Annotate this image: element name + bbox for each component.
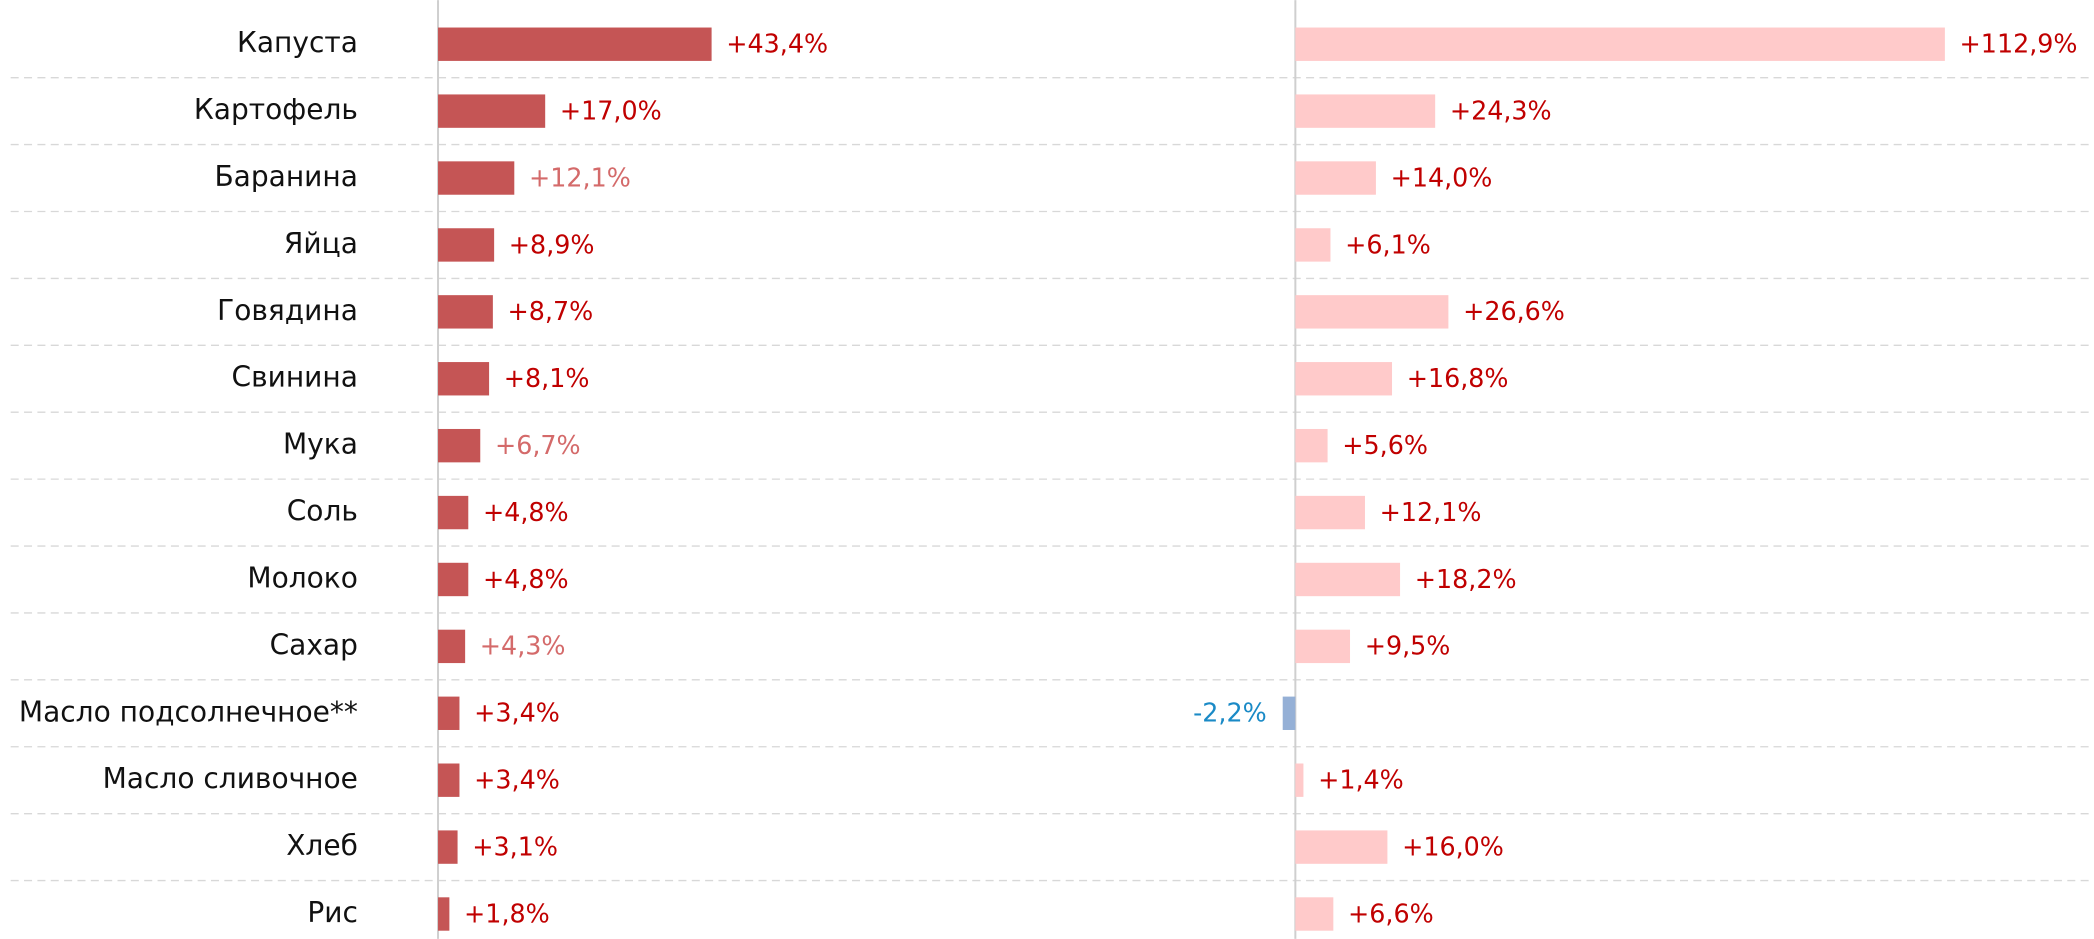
value-label: +16,0% [1402,831,1504,861]
value-label: +14,0% [1391,162,1493,192]
value-label: +4,3% [480,631,566,661]
bar [438,228,495,262]
bar [438,897,450,931]
category-label: Говядина [217,294,358,327]
value-label: +8,7% [508,296,594,326]
bar [1295,629,1351,664]
value-label: +6,1% [1345,229,1431,259]
bar [438,495,469,530]
category-label: Рис [307,896,358,929]
bar [1295,830,1388,864]
bar [1295,897,1334,931]
category-label: Картофель [194,93,358,126]
category-label: Масло сливочное [103,762,358,795]
value-label: +3,4% [474,698,560,728]
value-label: +4,8% [483,497,569,527]
value-label: +9,5% [1365,631,1451,661]
value-label: +6,7% [495,430,581,460]
value-label: +3,4% [474,765,560,795]
bar [1295,763,1304,797]
bar [438,763,460,797]
bar [438,94,546,128]
value-label: +8,9% [509,229,595,259]
bar [438,830,458,864]
value-label: +24,3% [1450,95,1552,125]
bar [438,161,515,195]
value-label: +18,2% [1415,564,1517,594]
bar [438,696,460,730]
bar [1295,495,1365,530]
value-label: +3,1% [472,831,558,861]
value-label: -2,2% [1193,698,1267,728]
value-label: +12,1% [1380,497,1482,527]
bar [438,428,481,463]
value-label: +8,1% [504,363,590,393]
value-label: +1,4% [1318,765,1404,795]
value-label: +12,1% [529,162,631,192]
bar [1295,161,1376,195]
bar [1295,295,1449,329]
category-label: Мука [283,428,358,461]
category-label: Сахар [270,628,358,661]
bar [438,295,493,329]
value-label: +17,0% [560,95,662,125]
value-label: +112,9% [1960,29,2078,59]
bar [1295,362,1393,396]
category-label: Баранина [214,160,357,193]
category-label: Масло подсолнечное** [19,695,358,728]
category-label: Яйца [284,227,358,260]
value-label: +16,8% [1407,363,1509,393]
bar [438,629,466,664]
value-label: +43,4% [726,29,828,59]
bar [438,362,490,396]
bar [1295,27,1945,61]
value-label: +4,8% [483,564,569,594]
value-label: +1,8% [464,898,550,928]
value-label: +5,6% [1342,430,1428,460]
bar [1295,428,1328,463]
bar [438,27,712,61]
category-label: Молоко [247,561,357,594]
bar [1295,228,1331,262]
bar [1282,696,1296,730]
category-label: Свинина [232,361,358,394]
category-label: Соль [287,495,358,528]
bar [1295,94,1436,128]
category-label: Капуста [237,26,358,59]
value-label: +26,6% [1463,296,1565,326]
bar [1295,562,1401,597]
bar [438,562,469,597]
category-label: Хлеб [286,829,358,862]
value-label: +6,6% [1348,898,1434,928]
